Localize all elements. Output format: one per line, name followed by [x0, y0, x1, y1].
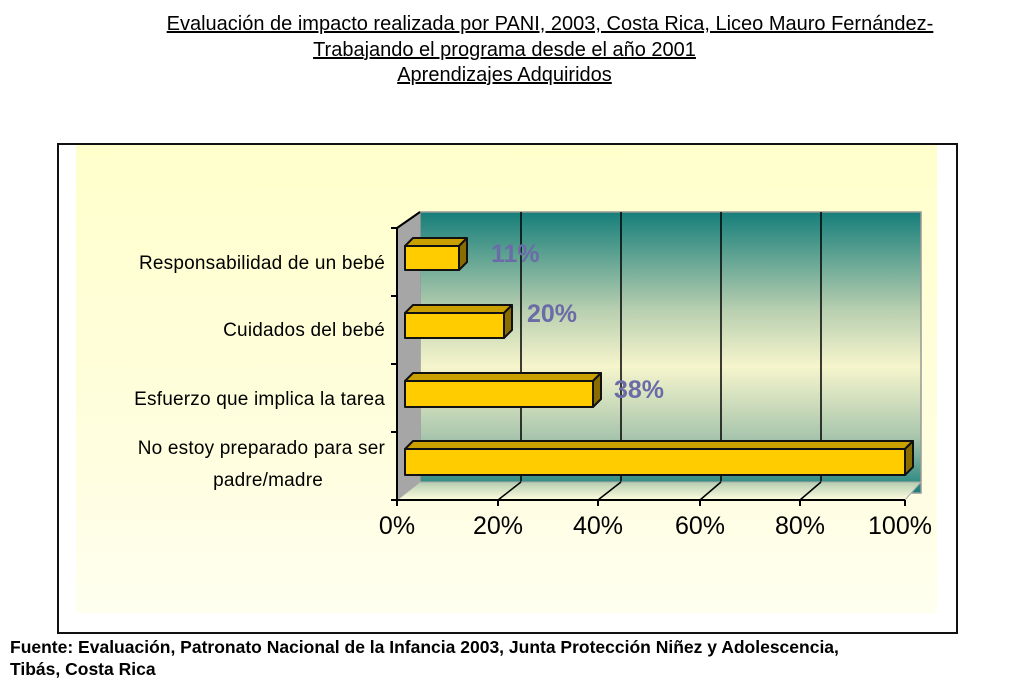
source-line-2: Tibás, Costa Rica	[10, 659, 156, 679]
x-tick-60: 60%	[674, 512, 726, 540]
bar-responsabilidad	[404, 237, 468, 271]
x-tick-40: 40%	[572, 512, 624, 540]
category-label-4-line-2: padre/madre	[213, 470, 323, 491]
x-axis	[396, 499, 906, 506]
chart-title-line-1: Evaluación de impacto realizada por PANI…	[60, 12, 1009, 36]
data-label-1: 11%	[491, 240, 540, 268]
x-tick-20: 20%	[472, 512, 524, 540]
bar-esfuerzo	[404, 372, 602, 408]
bar-cuidados	[404, 304, 513, 339]
floor	[395, 481, 923, 501]
x-tick-100: 100%	[868, 512, 932, 540]
category-label-4-line-1: No estoy preparado para ser	[137, 438, 385, 459]
y-axis	[391, 211, 421, 501]
chart-title-line-2: Trabajando el programa desde el año 2001	[0, 38, 1009, 62]
data-label-3: 38%	[614, 376, 665, 404]
x-tick-0: 0%	[378, 512, 416, 540]
category-label-2: Cuidados del bebé	[223, 320, 385, 341]
side-wall	[397, 212, 420, 500]
title-text-2: Trabajando el programa desde el año 2001	[313, 39, 696, 61]
source-line-1: Fuente: Evaluación, Patronato Nacional d…	[10, 637, 839, 657]
category-label-1: Responsabilidad de un bebé	[138, 253, 385, 274]
source-note: Fuente: Evaluación, Patronato Nacional d…	[10, 636, 1005, 680]
title-text-3: Aprendizajes Adquiridos	[397, 64, 612, 86]
x-tick-80: 80%	[774, 512, 826, 540]
chart-title-line-3: Aprendizajes Adquiridos	[0, 63, 1009, 87]
data-label-2: 20%	[527, 300, 578, 328]
bar-no-preparado	[404, 440, 914, 476]
floor-grid-diagonals	[497, 481, 822, 501]
category-label-3: Esfuerzo que implica la tarea	[134, 389, 385, 410]
title-text-1: Evaluación de impacto realizada por PANI…	[166, 13, 934, 35]
